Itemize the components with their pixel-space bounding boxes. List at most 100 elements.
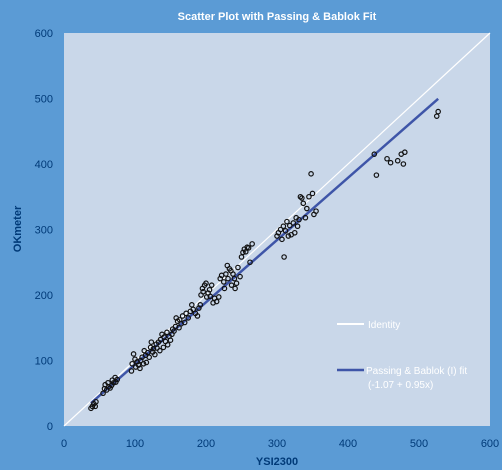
data-point (401, 149, 408, 156)
data-point (157, 347, 163, 354)
data-point (150, 345, 157, 352)
passing-bablok-fit-line (90, 97, 439, 404)
data-point (281, 254, 287, 260)
data-point (309, 190, 316, 197)
data-point (128, 368, 135, 374)
data-point (220, 279, 227, 285)
x-axis-label: YSI2300 (256, 456, 298, 468)
x-tick-label: 400 (339, 438, 357, 450)
data-point (300, 200, 307, 207)
data-point (213, 298, 220, 305)
data-point (93, 398, 99, 405)
data-point (279, 236, 285, 243)
data-point (387, 159, 394, 166)
y-tick-label: 500 (35, 94, 53, 106)
data-point (285, 233, 292, 239)
data-point (299, 195, 305, 201)
data-point (114, 376, 121, 383)
data-point (206, 286, 213, 293)
x-axis-ticks: 0 100 200 300 400 500 600 (61, 438, 499, 450)
data-point (308, 171, 314, 177)
data-point (280, 223, 287, 230)
data-point (181, 319, 188, 326)
data-point (179, 313, 186, 319)
data-point (294, 223, 301, 230)
data-point (373, 172, 380, 178)
data-point (228, 282, 235, 288)
data-point (400, 161, 407, 167)
data-point (371, 151, 378, 157)
y-tick-label: 0 (47, 421, 53, 433)
data-point (225, 275, 231, 282)
data-point (296, 216, 302, 223)
data-point (233, 280, 240, 287)
y-tick-label: 300 (35, 225, 53, 237)
data-point (185, 315, 192, 321)
data-point (164, 341, 171, 348)
data-point (143, 359, 150, 366)
data-point (197, 302, 204, 308)
data-point (286, 222, 293, 229)
data-point (152, 351, 158, 358)
data-point (277, 226, 284, 233)
data-point (160, 344, 167, 351)
y-tick-label: 600 (35, 28, 53, 40)
data-point (147, 344, 154, 351)
chart-title: Scatter Plot with Passing & Bablok Fit (178, 11, 377, 23)
y-tick-label: 100 (35, 356, 53, 368)
legend-identity-label: Identity (368, 320, 400, 331)
data-point (148, 339, 155, 345)
data-point (105, 383, 112, 390)
x-tick-label: 100 (126, 438, 144, 450)
data-point (203, 280, 209, 287)
data-point (313, 208, 319, 214)
legend: Identity Passing & Bablok (I) fit (-1.07… (337, 320, 467, 391)
x-tick-label: 600 (481, 438, 499, 450)
data-point (137, 365, 143, 372)
y-axis-label: OKmeter (12, 205, 24, 252)
legend-fit-label: Passing & Bablok (I) fit (366, 366, 467, 377)
data-point (183, 310, 189, 317)
data-point (215, 294, 222, 300)
data-point (130, 351, 137, 357)
data-point (245, 245, 252, 251)
data-point (291, 229, 298, 236)
y-tick-label: 200 (35, 290, 53, 302)
data-point (247, 259, 253, 266)
data-point (194, 313, 201, 319)
y-tick-label: 400 (35, 159, 53, 171)
y-axis-ticks: 0 100 200 300 400 500 600 (35, 28, 53, 433)
x-tick-label: 0 (61, 438, 67, 450)
data-point (232, 285, 238, 292)
x-tick-label: 300 (268, 438, 286, 450)
data-point (282, 228, 289, 234)
data-point (302, 214, 309, 221)
data-point (237, 273, 243, 280)
data-point (221, 285, 228, 292)
data-point (304, 205, 310, 212)
legend-fit-equation: (-1.07 + 0.95x) (368, 380, 433, 391)
data-point (207, 293, 214, 300)
data-point (208, 282, 215, 288)
data-point (200, 288, 206, 295)
data-point (297, 193, 304, 200)
data-points (88, 108, 441, 412)
data-point (235, 264, 241, 271)
data-point (435, 108, 441, 115)
data-point (290, 220, 297, 226)
x-tick-label: 500 (410, 438, 428, 450)
data-point (284, 218, 290, 225)
data-point (140, 360, 147, 367)
data-point (157, 336, 164, 343)
data-point (146, 354, 153, 361)
data-point (249, 241, 255, 247)
data-point (231, 275, 238, 282)
data-point (167, 337, 174, 343)
data-point (384, 155, 390, 162)
data-point (129, 360, 135, 367)
data-point (394, 157, 401, 164)
data-point (306, 193, 312, 200)
x-tick-label: 200 (197, 438, 215, 450)
